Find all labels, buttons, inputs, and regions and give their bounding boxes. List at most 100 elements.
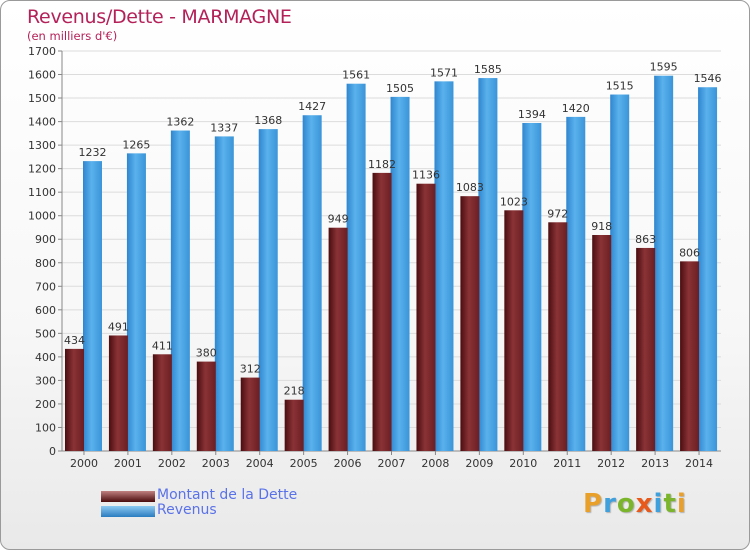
bar-dette [108,335,128,451]
bar-revenus [434,81,454,452]
bar-dette [65,348,84,451]
y-tick-label: 1600 [28,69,56,82]
data-label-dette: 806 [679,246,700,259]
bar-revenus [83,161,102,451]
bar-revenus [346,83,366,452]
data-label-dette: 1023 [500,195,528,208]
bar-dette [284,399,304,451]
y-tick-label: 900 [35,233,56,246]
x-tick-label: 2007 [378,457,406,470]
x-tick-label: 2008 [421,457,449,470]
y-tick-label: 1500 [28,92,56,105]
bar-revenus [170,130,190,451]
data-label-revenus: 1394 [518,108,546,121]
x-tick-label: 2002 [158,457,186,470]
data-label-dette: 1136 [412,169,440,182]
y-tick-label: 1200 [28,163,56,176]
data-label-revenus: 1232 [79,146,107,159]
x-tick-label: 2010 [509,457,537,470]
chart-subtitle: (en milliers d'€) [27,29,118,43]
y-tick-label: 1100 [28,186,56,199]
data-label-revenus: 1362 [166,116,194,129]
bar-revenus [258,129,278,451]
data-label-dette: 218 [284,385,305,398]
x-tick-label: 2012 [597,457,625,470]
logo-letter: r [603,489,617,519]
data-label-revenus: 1368 [254,114,282,127]
data-label-dette: 1083 [456,181,484,194]
data-label-revenus: 1337 [210,121,238,134]
y-tick-label: 300 [35,374,56,387]
bar-dette [548,222,568,451]
data-label-revenus: 1546 [694,72,722,85]
bar-revenus [698,87,718,451]
bar-dette [196,361,216,451]
y-tick-label: 700 [35,280,56,293]
legend-label-revenus: Revenus [157,502,217,518]
bar-dette [460,196,480,451]
bar-dette [680,261,700,451]
bar-dette [152,354,172,451]
data-label-revenus: 1585 [474,63,502,76]
data-label-dette: 491 [108,320,129,333]
proxiti-logo: Proxiti [583,489,687,519]
legend-swatch-dette [101,491,155,502]
logo-letter: i [653,489,664,519]
chart-title: Revenus/Dette - MARMAGNE [27,6,292,28]
bar-revenus [390,96,410,451]
logo-letter: x [635,489,654,519]
bar-dette [504,210,524,451]
x-tick-label: 2000 [70,457,98,470]
y-tick-label: 200 [35,398,56,411]
bar-revenus [522,123,542,451]
x-tick-label: 2006 [334,457,362,470]
data-label-revenus: 1595 [650,61,678,74]
bar-revenus [566,116,586,451]
data-label-revenus: 1265 [122,138,150,151]
data-label-revenus: 1515 [606,80,634,93]
y-tick-label: 1000 [28,210,56,223]
x-tick-label: 2003 [202,457,230,470]
y-tick-label: 1400 [28,116,56,129]
bar-dette [372,172,392,451]
bar-revenus [302,115,322,451]
data-label-revenus: 1505 [386,82,414,95]
x-tick-label: 2001 [114,457,142,470]
x-tick-label: 2013 [641,457,669,470]
data-label-dette: 863 [635,233,656,246]
y-tick-label: 100 [35,421,56,434]
bar-dette [636,247,656,451]
bar-dette [328,227,348,451]
x-tick-label: 2009 [465,457,493,470]
bar-revenus [214,136,234,452]
logo-letter: i [676,489,687,519]
data-label-dette: 949 [328,213,349,226]
bar-dette [592,235,612,451]
legend-label-dette: Montant de la Dette [157,487,298,503]
legend-swatch-revenus [101,506,155,517]
bar-dette [240,377,260,451]
x-tick-label: 2004 [246,457,274,470]
data-label-revenus: 1571 [430,66,458,79]
y-tick-label: 400 [35,351,56,364]
bar-revenus [610,94,630,451]
data-label-dette: 411 [152,339,173,352]
logo-letter: P [583,489,604,519]
data-label-dette: 918 [591,220,612,233]
data-label-revenus: 1561 [342,69,370,82]
bar-revenus [126,153,146,451]
bar-revenus [478,78,498,451]
y-tick-label: 1700 [28,45,56,58]
y-tick-label: 600 [35,304,56,317]
bar-dette [416,183,436,452]
x-tick-label: 2011 [553,457,581,470]
bar-revenus [654,75,674,452]
data-label-dette: 380 [196,347,217,360]
data-label-revenus: 1420 [562,102,590,115]
y-tick-label: 500 [35,327,56,340]
y-tick-label: 0 [49,445,56,458]
y-tick-label: 1300 [28,139,56,152]
data-label-dette: 312 [240,363,261,376]
x-tick-label: 2014 [685,457,713,470]
